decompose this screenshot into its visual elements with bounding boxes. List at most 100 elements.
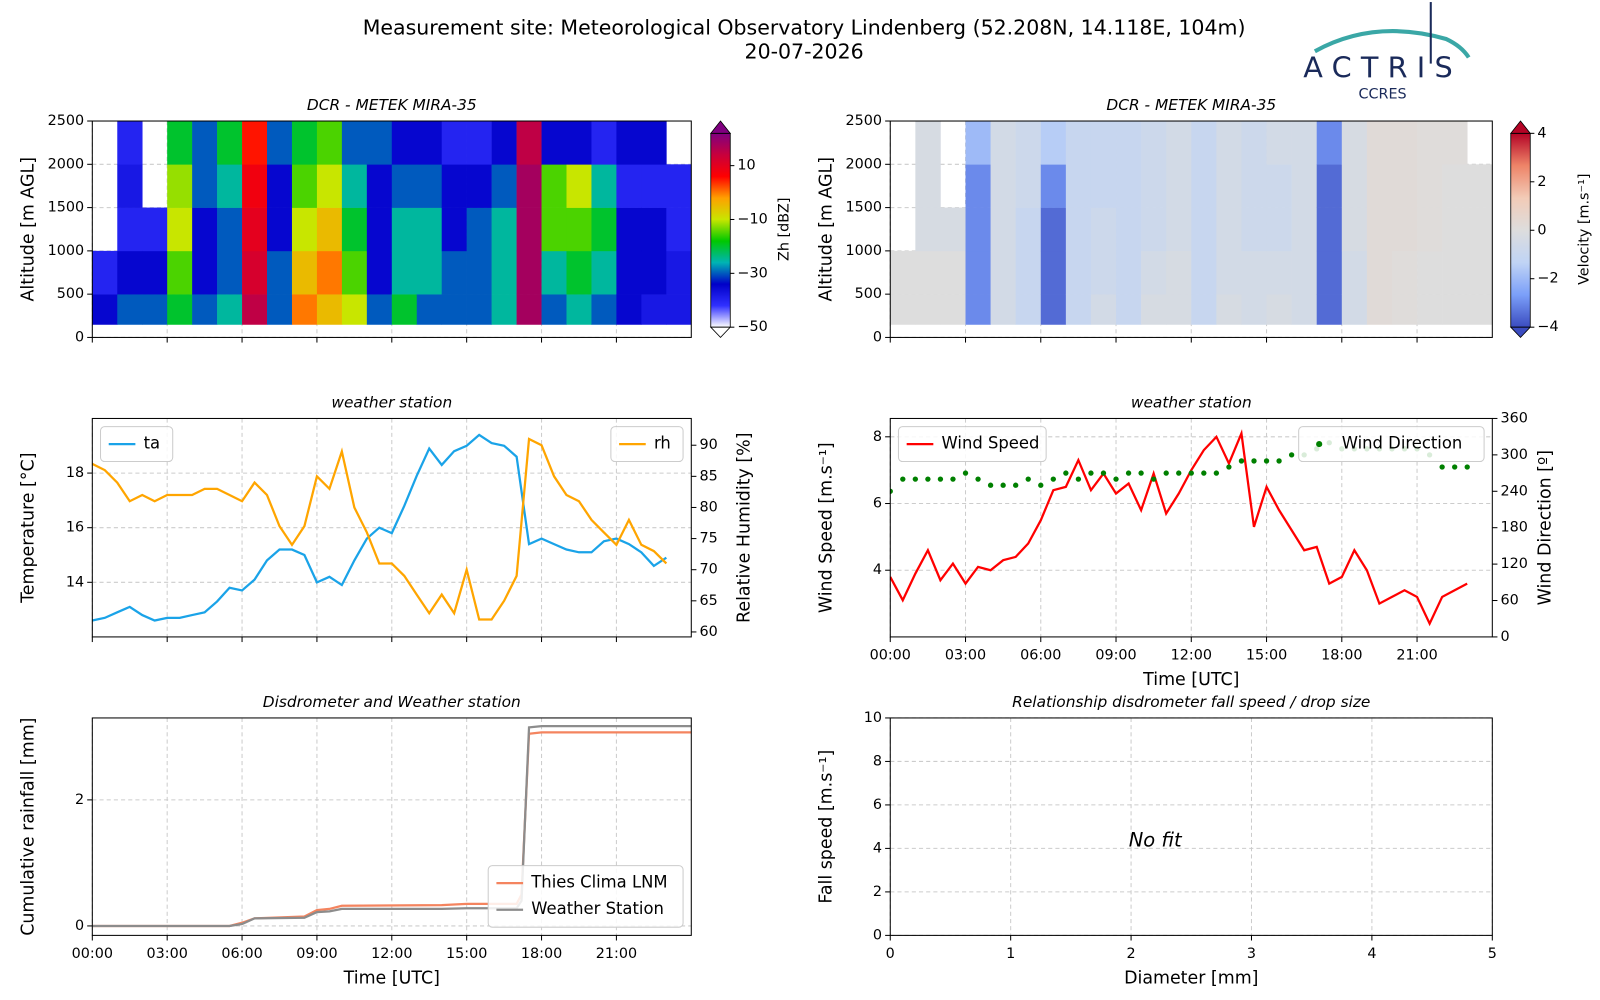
heat-cell <box>1291 207 1318 252</box>
colorbar-tick-label: 0 <box>1537 222 1546 238</box>
heat-cell <box>242 250 268 295</box>
colorbar-scale <box>1510 132 1531 328</box>
data-point <box>925 476 931 482</box>
y2-tick-label: 0 <box>1501 629 1510 645</box>
legend-box <box>1298 426 1485 463</box>
heat-cell <box>1391 294 1418 325</box>
heat-cell <box>291 250 318 295</box>
heat-cell <box>1316 250 1343 295</box>
plot-frame <box>889 717 1493 936</box>
heat-cell <box>217 294 243 325</box>
heat-cell <box>316 164 343 208</box>
heat-cell <box>491 294 517 325</box>
data-point <box>1288 452 1295 458</box>
data-point <box>1226 464 1232 470</box>
y-tick-label: 500 <box>57 286 84 302</box>
heat-cell <box>1166 294 1192 325</box>
y2-tick-label: 85 <box>699 468 717 484</box>
data-point <box>1125 470 1132 476</box>
colorbar: −50 −30 −10 10 Zh [dBZ] <box>709 120 793 339</box>
data-point <box>1063 470 1069 476</box>
heat-cell <box>391 121 418 165</box>
heat-cell <box>990 207 1016 252</box>
heat-cell <box>1266 250 1292 295</box>
x-tick-label: 0 <box>886 946 895 962</box>
data-point <box>1213 470 1220 476</box>
y-tick-label: 2500 <box>48 113 85 129</box>
y-axis-label: Altitude [m AGL] <box>19 157 39 302</box>
grid <box>91 418 692 637</box>
logo-sub: CCRES <box>1358 86 1406 102</box>
y-tick-label: 2 <box>75 792 84 808</box>
y-tick-label: 2000 <box>846 156 883 172</box>
heat-cell <box>1090 164 1117 208</box>
y2-tick-label: 80 <box>699 499 717 515</box>
y-tick-label: 6 <box>873 496 882 512</box>
heat-cell <box>641 250 667 295</box>
heat-cell <box>217 121 243 165</box>
colorbar-extend <box>709 120 732 134</box>
colorbar-tick-label: 2 <box>1537 174 1546 190</box>
heat-cell <box>616 207 642 252</box>
heat-cell <box>341 121 368 165</box>
heat-cell <box>142 250 168 295</box>
data-point <box>900 476 906 482</box>
heat-cell <box>1467 250 1493 295</box>
data-point <box>1113 476 1119 482</box>
heat-cell <box>441 294 467 325</box>
heat-cell <box>1015 164 1042 208</box>
legend-label: Wind Speed <box>942 434 1040 453</box>
heat-cell <box>1216 250 1242 295</box>
heat-cell <box>491 164 517 208</box>
heat-cell <box>366 294 393 325</box>
heat-cell <box>1442 121 1468 165</box>
y-tick-label: 500 <box>855 286 882 302</box>
y2-tick-label: 70 <box>699 562 717 578</box>
colorbar-label: Zh [dBZ] <box>777 198 793 261</box>
heat-cell <box>1166 164 1192 208</box>
heat-cell <box>915 250 941 295</box>
data-point <box>937 476 944 482</box>
heat-cell <box>416 250 443 295</box>
heat-cell <box>217 207 243 252</box>
data-point <box>1452 464 1458 470</box>
heat-cell <box>1291 164 1318 208</box>
y2-tick-label: 300 <box>1501 447 1528 463</box>
heat-cell <box>1467 164 1493 208</box>
x-axis-label: Time [UTC] <box>1142 670 1239 690</box>
heat-cell <box>267 121 293 165</box>
heat-cell <box>616 164 642 208</box>
x-tick-label: 15:00 <box>446 946 487 962</box>
heat-cell <box>1366 164 1393 208</box>
x-tick-label: 21:00 <box>1396 647 1437 663</box>
heat-cell <box>441 207 467 252</box>
heat-cell <box>416 121 443 165</box>
legend-label: Weather Station <box>531 899 664 918</box>
x-tick-label: 15:00 <box>1246 647 1287 663</box>
heat-cell <box>1141 250 1167 295</box>
heat-cell <box>591 294 617 325</box>
data-point <box>1025 476 1031 482</box>
legend-label: Thies Clima LNM <box>530 873 667 892</box>
data-point <box>1188 470 1194 476</box>
y-axis-label: Cumulative rainfall [mm] <box>19 718 39 936</box>
x-tick-label: 09:00 <box>296 946 337 962</box>
page-title: Measurement site: Meteorological Observa… <box>363 16 1246 40</box>
heat-cell <box>341 294 368 325</box>
data-line <box>92 437 668 621</box>
x-tick-label: 5 <box>1488 946 1497 962</box>
x-tick-label: 00:00 <box>72 946 113 962</box>
heat-cell <box>1366 250 1393 295</box>
heat-cell <box>591 207 617 252</box>
x-tick-label: 06:00 <box>1020 647 1061 663</box>
heat-cell <box>242 294 268 325</box>
heat-cell <box>666 207 692 252</box>
data-point <box>1238 458 1245 464</box>
heat-cell <box>1291 121 1318 165</box>
y-tick-label: 1500 <box>846 200 883 216</box>
heat-cell <box>1216 207 1242 252</box>
plot-frame <box>889 120 1493 338</box>
y-tick-label: 6 <box>873 797 882 813</box>
data-point <box>1138 470 1144 476</box>
